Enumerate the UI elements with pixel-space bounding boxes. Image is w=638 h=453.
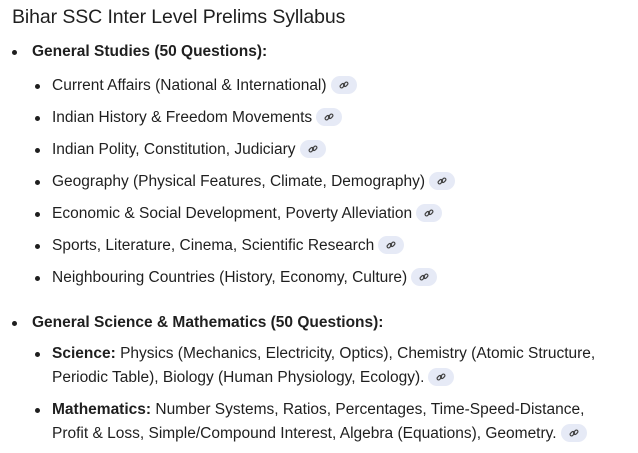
bullet — [35, 116, 40, 121]
source-link-chip[interactable] — [429, 171, 456, 190]
section-heading: General Science & Mathematics (50 Questi… — [32, 314, 384, 331]
link-icon — [386, 241, 396, 249]
item-text: Economic & Social Development, Poverty A… — [52, 205, 413, 222]
source-link-chip[interactable] — [299, 139, 326, 158]
item-text: Physics (Mechanics, Electricity, Optics)… — [52, 345, 596, 386]
source-link-chip[interactable] — [416, 203, 443, 222]
link-icon — [419, 273, 429, 281]
link-icon — [339, 81, 349, 89]
bullet — [35, 212, 40, 217]
bullet — [35, 148, 40, 153]
bullet — [35, 244, 40, 249]
list-item: Sports, Literature, Cinema, Scientific R… — [52, 234, 632, 258]
item-text: Geography (Physical Features, Climate, D… — [52, 173, 426, 190]
source-link-chip[interactable] — [316, 107, 343, 126]
item-text: Neighbouring Countries (History, Economy… — [52, 269, 408, 286]
item-text: Sports, Literature, Cinema, Scientific R… — [52, 237, 375, 254]
source-link-chip[interactable] — [330, 75, 357, 94]
source-link-chip[interactable] — [411, 267, 438, 286]
list-item: Economic & Social Development, Poverty A… — [52, 202, 632, 226]
list-item: Current Affairs (National & Internationa… — [52, 74, 632, 98]
bullet — [12, 50, 17, 55]
link-icon — [324, 113, 334, 121]
bullet — [35, 84, 40, 89]
link-icon — [437, 177, 447, 185]
list-item: Indian History & Freedom Movements — [52, 106, 632, 130]
section-heading: General Studies (50 Questions): — [32, 43, 268, 60]
bullet — [35, 180, 40, 185]
item-label: Science: — [52, 345, 116, 362]
bullet — [35, 352, 40, 357]
list-item: Geography (Physical Features, Climate, D… — [52, 170, 632, 194]
source-link-chip[interactable] — [378, 235, 405, 254]
list-item: Indian Polity, Constitution, Judiciary — [52, 138, 632, 162]
link-icon — [436, 373, 446, 381]
bullet — [35, 408, 40, 413]
bullet — [35, 276, 40, 281]
link-icon — [308, 145, 318, 153]
item-label: Mathematics: — [52, 401, 152, 418]
bullet — [12, 321, 17, 326]
item-text: Current Affairs (National & Internationa… — [52, 77, 327, 94]
item-text: Indian Polity, Constitution, Judiciary — [52, 141, 296, 158]
source-link-chip[interactable] — [428, 367, 455, 386]
list-item: Neighbouring Countries (History, Economy… — [52, 266, 632, 290]
page-title: Bihar SSC Inter Level Prelims Syllabus — [12, 6, 346, 28]
item-text: Indian History & Freedom Movements — [52, 109, 313, 126]
item-text: Number Systems, Ratios, Percentages, Tim… — [52, 401, 585, 442]
list-item: Science: Physics (Mechanics, Electricity… — [52, 342, 632, 390]
source-link-chip[interactable] — [560, 423, 587, 442]
link-icon — [569, 429, 579, 437]
list-item: Mathematics: Number Systems, Ratios, Per… — [52, 398, 612, 446]
link-icon — [424, 209, 434, 217]
